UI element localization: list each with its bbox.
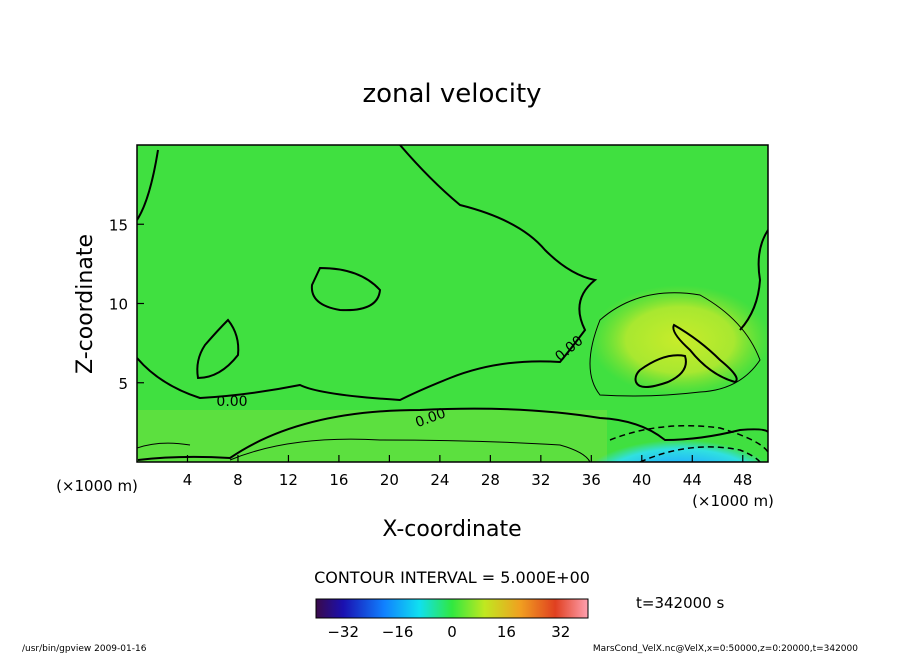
contour-interval: CONTOUR INTERVAL = 5.000E+00 [314,568,590,587]
y-axis-label: Z-coordinate [73,234,98,374]
heatmap-field: 0.00 0.00 0.00 [137,145,768,462]
footer-left: /usr/bin/gpview 2009-01-16 [22,644,147,654]
x-tick-label: 4 [183,471,193,489]
x-tick-label: 36 [582,471,601,489]
x-tick-label: 40 [632,471,651,489]
contour-lines-thin [137,292,761,462]
colorbar-tick-label: 32 [551,623,570,641]
x-tick-label: 48 [733,471,752,489]
x-tick-label: 28 [481,471,500,489]
negative-contours [609,424,768,462]
contour-label: 0.00 [216,394,247,410]
x-axis: 4 8 12 16 20 24 28 32 36 40 44 48 [183,455,752,489]
x-tick-label: 16 [329,471,348,489]
contour-lines [137,145,768,461]
x-tick-label: 20 [380,471,399,489]
x-tick-label: 44 [683,471,702,489]
time-label: t=342000 s [636,594,724,612]
y-tick-label: 10 [109,296,128,314]
colorbar-tick-label: −16 [382,623,414,641]
x-axis-unit: (×1000 m) [692,492,774,510]
colorbar-tick-label: 16 [497,623,516,641]
x-tick-label: 8 [233,471,243,489]
x-tick-label: 12 [279,471,298,489]
chart-title: zonal velocity [362,79,541,109]
x-tick-label: 24 [430,471,449,489]
footer-right: MarsCond_VelX.nc@VelX,x=0:50000,z=0:2000… [593,644,858,654]
y-axis: 5 10 15 [109,216,144,393]
colorbar [315,598,589,619]
colorbar-tick-label: 0 [447,623,457,641]
y-tick-label: 15 [109,216,128,234]
x-axis-label: X-coordinate [382,517,521,542]
colorbar-ticks: −32 −16 0 16 32 [327,623,570,641]
y-tick-label: 5 [118,375,128,393]
y-axis-unit: (×1000 m) [56,477,138,495]
colorbar-tick-label: −32 [327,623,359,641]
x-tick-label: 32 [531,471,550,489]
